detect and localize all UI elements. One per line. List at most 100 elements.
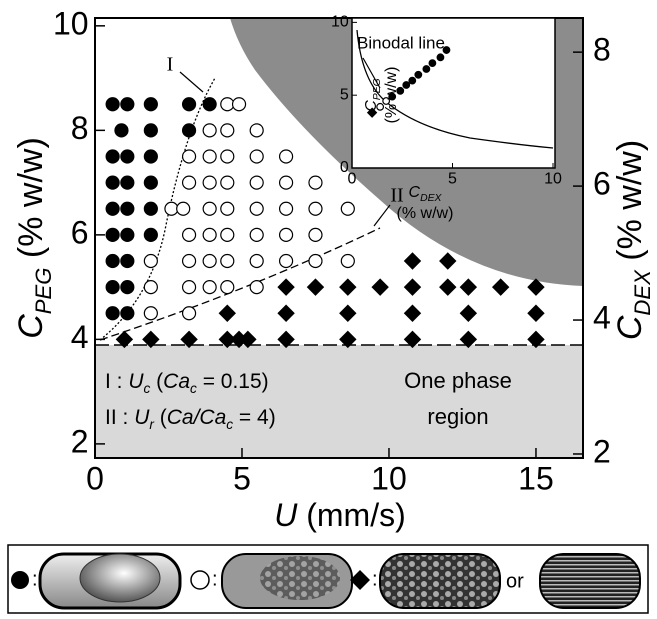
curve-label: II [390,185,403,207]
drop-illustration [380,554,500,608]
point [106,202,119,215]
point [280,228,293,241]
point [203,176,216,189]
inset-y-label: (% w/w) [383,67,400,124]
point [144,228,157,241]
y-tick-label: 0 [340,159,349,176]
x-tick-label: 5 [448,171,457,188]
point [144,150,157,163]
label-part: = 4) [233,406,276,429]
point [183,150,196,163]
label-part: DEX [420,193,442,204]
point [106,150,119,163]
legend-symbol [11,571,29,589]
label-part: PEG [31,268,56,315]
point [221,281,234,294]
point [250,281,263,294]
point [307,279,323,295]
point [121,98,134,111]
point [309,254,322,267]
point [106,254,119,267]
point [144,98,157,111]
point [221,202,234,215]
point [437,54,444,61]
inset-annotation: Binodal line [357,33,445,52]
drop-illustration [80,554,160,602]
point [144,254,157,267]
legend: : : : or [8,545,648,613]
label-part: I : [105,370,128,393]
point [106,228,119,241]
point [115,124,128,137]
label-part: C [12,314,50,339]
point [144,281,157,294]
point [221,150,234,163]
point [221,124,234,137]
point [203,228,216,241]
point [121,228,134,241]
x-tick-label: 15 [518,460,554,496]
label-part: (mm/s) [297,497,405,533]
label-part: PEG [372,78,383,100]
point [278,305,294,321]
y-axis-label: CPEG (% w/w) [12,137,56,339]
y-tick-label: 4 [71,319,89,355]
point [177,202,190,215]
point [106,98,119,111]
x-tick-label: 0 [348,171,357,188]
point [280,150,293,163]
label-part: C [409,184,421,201]
point [250,150,263,163]
label-part: (% w/w) [611,140,649,270]
point [144,202,157,215]
point [404,305,420,321]
point [106,176,119,189]
point [203,98,216,111]
point [309,176,322,189]
point [404,279,420,295]
point [106,307,119,320]
label-part: (% w/w) [12,137,50,267]
label-part: U [274,497,298,533]
point [221,228,234,241]
point [203,254,216,267]
point [221,254,234,267]
y2-tick-label: 4 [593,299,611,335]
point [121,254,134,267]
y-tick-label: 2 [71,423,89,459]
point [183,176,196,189]
region-label: region [427,404,488,429]
label-part: II : [105,406,134,429]
point [340,305,356,321]
point [106,281,119,294]
y-tick-label: 5 [340,86,349,103]
y-tick-label: 8 [71,110,89,146]
label-part: U [134,406,150,429]
point [460,279,476,295]
drop-illustration [540,554,640,608]
point [429,60,436,67]
y-tick-label: 10 [331,14,349,31]
point [440,253,456,269]
label-part: ( [154,406,167,429]
legend-separator: : [212,568,218,590]
curve-label: I [167,54,174,76]
curve-ii [100,228,380,340]
legend-separator: : [32,568,38,590]
label-part: C [611,315,649,340]
point [165,202,178,215]
inset-x-label: (% w/w) [397,205,454,222]
label-part: C [363,100,380,112]
point [183,124,196,137]
point [415,71,422,78]
y2-tick-label: 6 [593,166,611,202]
point [460,305,476,321]
curve-legend: II : Ur (Ca/Cac = 4) [105,406,276,433]
label-part: U [128,370,144,393]
point [250,202,263,215]
point [278,279,294,295]
label-part: = 0.15) [197,370,269,393]
point [219,305,235,321]
pointer [374,205,390,226]
point [221,176,234,189]
